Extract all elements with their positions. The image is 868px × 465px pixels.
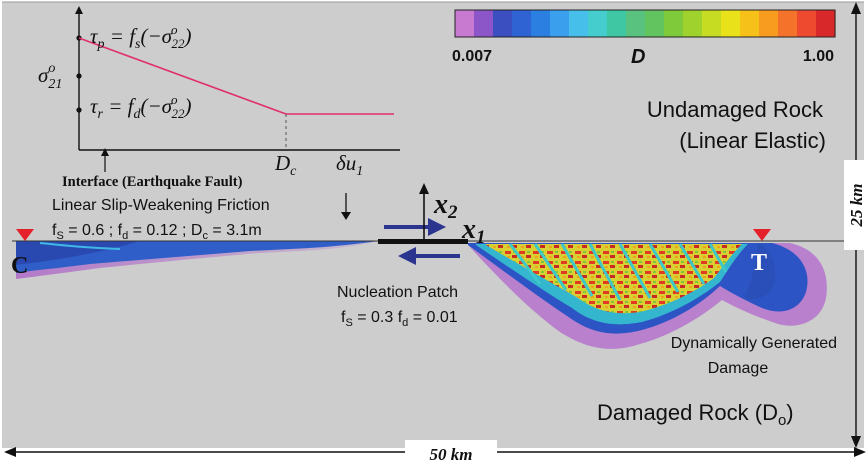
interface-pointer-arrow [101,148,109,156]
colorbar-swatch [778,10,798,37]
x2-axis-arrow [419,183,429,194]
colorbar-swatch [588,10,608,37]
colorbar-swatch [816,10,836,37]
lower-slip-arrow-head [398,247,416,265]
friction-law-title: Linear Slip-Weakening Friction [52,197,270,214]
linear-elastic-label: (Linear Elastic) [679,128,826,153]
generated-damage-label-line1: Dynamically Generated [671,335,837,352]
generated-damage-label-line2: Damage [708,360,769,377]
friction-parameters: fS = 0.6 ; fd = 0.12 ; Dc = 3.1m [52,222,262,242]
height-arrow-bottom [851,436,861,448]
colorbar-swatch [550,10,570,37]
width-arrow-left [4,447,16,457]
tau-p-equation: τp = fs(−σo 22) [90,22,192,52]
inset-stress-axis-arrow [75,6,83,14]
damage-colorbar [454,9,836,38]
colorbar-swatch [474,10,494,37]
colorbar-swatch [531,10,551,37]
width-label-backdrop [405,440,497,464]
colorbar-swatch [569,10,589,37]
friction-law-inset: τp = fs(−σo 22) σo 21 τr = fd(−σo 22) Dc δu… [38,6,400,179]
station-c-label: C [11,253,28,279]
left-damage-streak [39,242,121,250]
nucleation-patch-title: Nucleation Patch [337,284,458,301]
upper-slip-arrow-head [428,218,446,236]
right-damage-streaks [508,243,728,301]
station-t-label: T [751,250,767,276]
width-label: 50 km [430,445,473,464]
colorbar-max-label: 1.00 [803,48,834,65]
colorbar-swatch [664,10,684,37]
sigma-21-symbol: σo 21 [38,61,62,92]
right-damage-core [486,244,742,314]
tau-r-equation: τr = fd(−σo 22) [90,92,192,122]
colorbar-variable-label: D [631,46,645,68]
x2-axis-label: x2 [433,189,458,223]
left-damage-core [16,241,140,265]
colorbar-swatch [626,10,646,37]
colorbar-swatch [455,10,475,37]
x1-axis-label: x1 [461,214,486,248]
colorbar-frame [454,9,836,38]
dc-label: Dc [274,151,297,179]
t-end-lobe [744,243,776,300]
inset-residual-point [76,107,82,113]
colorbar-swatch [645,10,665,37]
damaged-rock-label: Damaged Rock (Do) [597,400,794,429]
colorbar-min-label: 0.007 [452,48,492,65]
height-arrow-top [851,2,861,14]
interface-fault-label: Interface (Earthquake Fault) [62,174,243,190]
inset-sigma-point [76,73,82,79]
undamaged-rock-label: Undamaged Rock [647,97,824,122]
du1-label: δu1 [336,151,363,179]
colorbar-swatch [512,10,532,37]
colorbar-swatch [721,10,741,37]
colorbar-swatch [683,10,703,37]
station-c-marker [16,229,34,241]
colorbar-swatch [759,10,779,37]
colorbar-swatch [740,10,760,37]
station-t-marker [753,229,771,241]
colorbar-swatch [493,10,513,37]
nucleation-patch [378,239,468,244]
colorbar-swatch [607,10,627,37]
colorbar-swatch [797,10,817,37]
height-label-backdrop [844,160,868,250]
weakening-branch-line [78,37,287,115]
nucleation-parameters: fS = 0.3 fd = 0.01 [341,309,458,329]
height-label: 25 km [847,184,866,228]
fault-pointer-arrow [341,212,351,220]
colorbar-swatch [702,10,722,37]
width-arrow-right [854,447,866,457]
